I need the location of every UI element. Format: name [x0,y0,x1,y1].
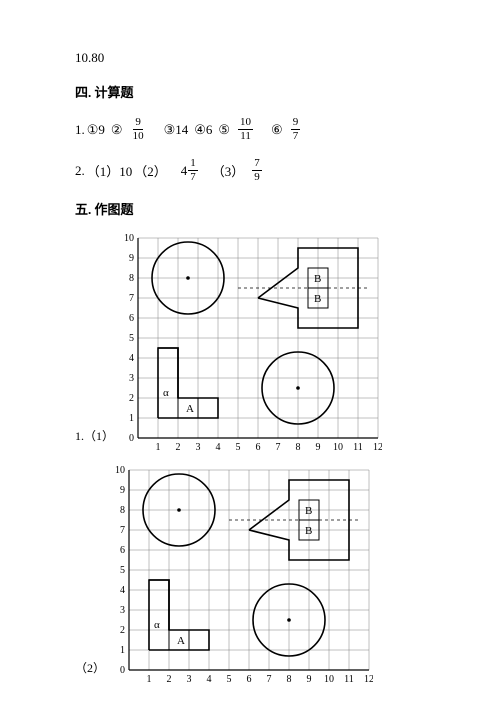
svg-text:8: 8 [129,273,134,284]
svg-text:6: 6 [120,545,125,556]
svg-text:7: 7 [276,442,281,453]
svg-text:4: 4 [216,442,221,453]
diagram-1: 012345678910123456789101112AαBB [120,234,382,454]
svg-text:A: A [186,403,194,415]
svg-text:10: 10 [333,442,343,453]
section4-title-text: 四. 计算题 [75,82,134,101]
section5-title: 五. 作图题 [75,199,440,218]
topnum-text: 10.80 [75,50,104,66]
question-2: 2.（1）10（2） 417 （3） 79 [75,158,440,183]
svg-text:3: 3 [196,442,201,453]
question-1: 1.①9 ② 910 ③14 ④6 ⑤ 1011 ⑥ 97 [75,117,440,142]
svg-text:3: 3 [129,373,134,384]
question-lead: 1. [75,122,85,138]
svg-text:2: 2 [129,393,134,404]
svg-text:A: A [177,635,185,647]
section5-title-text: 五. 作图题 [75,199,134,218]
svg-text:6: 6 [247,674,252,685]
svg-text:9: 9 [129,253,134,264]
svg-text:6: 6 [256,442,261,453]
svg-text:9: 9 [316,442,321,453]
fraction: 910 [131,117,146,142]
fraction: 97 [291,117,301,142]
svg-text:8: 8 [120,505,125,516]
svg-text:6: 6 [129,313,134,324]
svg-text:7: 7 [129,293,134,304]
svg-text:1: 1 [129,413,134,424]
section4-title: 四. 计算题 [75,82,440,101]
diagram-2-label: （2） [75,659,105,676]
svg-text:1: 1 [120,645,125,656]
svg-text:4: 4 [120,585,125,596]
svg-text:2: 2 [176,442,181,453]
svg-text:5: 5 [227,674,232,685]
svg-text:3: 3 [187,674,192,685]
svg-text:4: 4 [207,674,212,685]
fraction: 1011 [238,117,253,142]
diagram-1-row: 1.（1） 012345678910123456789101112AαBB [75,234,440,454]
mixed-number: 417 [181,158,198,183]
svg-text:5: 5 [129,333,134,344]
svg-text:8: 8 [287,674,292,685]
svg-text:B: B [305,525,312,537]
svg-text:9: 9 [120,485,125,496]
answer-text: ③14 [164,122,189,138]
svg-text:10: 10 [124,234,134,244]
svg-text:9: 9 [307,674,312,685]
diagram-2-row: （2） 012345678910123456789101112AαBB [75,466,440,686]
svg-text:1: 1 [156,442,161,453]
svg-text:10: 10 [115,466,125,476]
svg-text:7: 7 [267,674,272,685]
svg-text:0: 0 [129,433,134,444]
svg-text:10: 10 [324,674,334,685]
answer-text: ⑥ [271,122,283,138]
answer-text: （3） [212,161,245,180]
fraction: 79 [252,158,262,183]
answer-text: （2） [134,161,167,180]
svg-text:0: 0 [120,665,125,676]
svg-text:5: 5 [236,442,241,453]
svg-text:α: α [154,619,160,631]
diagram-2: 012345678910123456789101112AαBB [111,466,373,686]
svg-text:2: 2 [167,674,172,685]
svg-text:B: B [314,273,321,285]
svg-text:12: 12 [373,442,382,453]
answer-text: （1）10 [87,161,133,180]
svg-text:5: 5 [120,565,125,576]
svg-text:α: α [163,387,169,399]
svg-text:1: 1 [147,674,152,685]
svg-text:8: 8 [296,442,301,453]
answer-text: ④6 [194,122,212,138]
svg-text:11: 11 [344,674,354,685]
answer-text: ⑤ [218,122,230,138]
svg-text:2: 2 [120,625,125,636]
svg-text:11: 11 [353,442,363,453]
svg-text:B: B [305,505,312,517]
top-number: 10.80 [75,50,440,66]
svg-text:3: 3 [120,605,125,616]
svg-text:7: 7 [120,525,125,536]
question-lead: 2. [75,163,85,179]
svg-text:12: 12 [364,674,373,685]
diagram-1-label: 1.（1） [75,427,114,444]
fraction: 17 [188,158,198,183]
svg-text:4: 4 [129,353,134,364]
answer-text: ② [111,122,123,138]
answer-text: ①9 [87,122,105,138]
svg-text:B: B [314,293,321,305]
